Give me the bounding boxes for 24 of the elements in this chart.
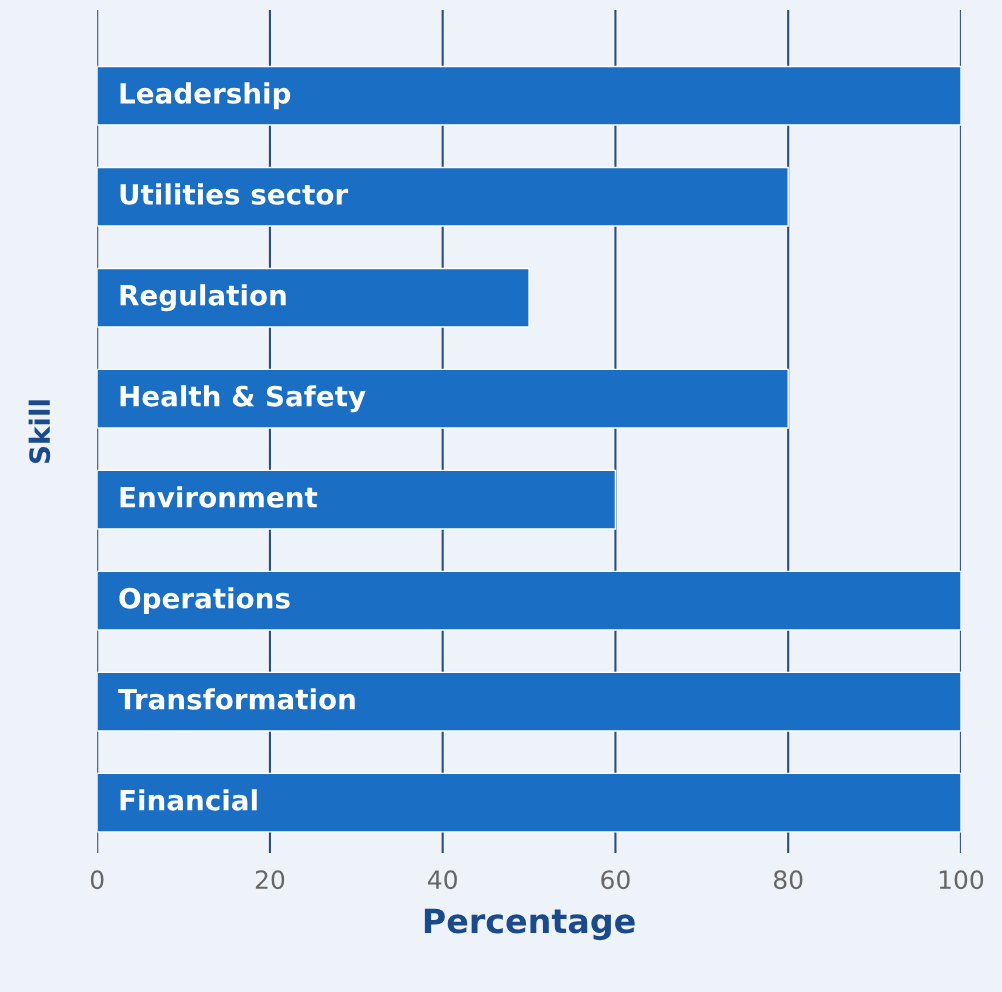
x-tick-label: 80 bbox=[773, 870, 803, 890]
y-tick-label: Operations bbox=[119, 587, 290, 615]
bar bbox=[97, 65, 961, 126]
x-tick-label: 20 bbox=[255, 870, 285, 890]
x-tick-label: 0 bbox=[90, 870, 104, 890]
bar bbox=[97, 469, 617, 530]
y-tick-label: Utilities sector bbox=[120, 183, 349, 205]
bar bbox=[97, 368, 789, 429]
x-tick-label: 40 bbox=[428, 870, 457, 890]
y-tick-label: Leadership bbox=[120, 82, 291, 110]
bar bbox=[97, 671, 961, 732]
y-tick-label: Environment bbox=[120, 486, 318, 508]
y-tick-label: Financial bbox=[120, 789, 257, 811]
x-tick-label: 100 bbox=[939, 870, 984, 890]
bar bbox=[97, 570, 961, 631]
y-tick-label: Health & Safety bbox=[120, 385, 366, 413]
x-tick-label: 60 bbox=[601, 870, 630, 890]
bar bbox=[97, 772, 961, 833]
bar bbox=[97, 267, 530, 328]
y-axis-title: Skill bbox=[28, 400, 51, 464]
bar bbox=[97, 166, 789, 227]
y-tick-label: Transformation bbox=[118, 688, 355, 710]
y-tick-label: Regulation bbox=[120, 284, 286, 312]
x-axis-title: Percentage bbox=[424, 908, 635, 941]
